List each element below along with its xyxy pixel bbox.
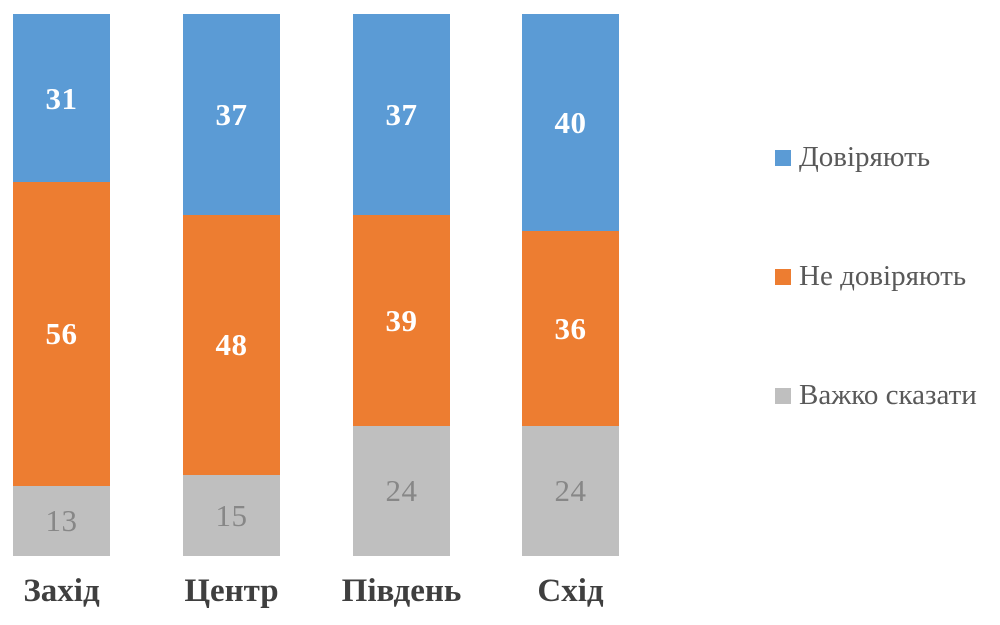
bar-value-label: 13 (45, 503, 78, 539)
bar-segment: 13 (13, 485, 110, 556)
bar-value-label: 37 (215, 96, 248, 132)
bar-segment: 56 (13, 182, 110, 486)
bar-segment: 24 (353, 425, 450, 556)
category-label: Центр (184, 573, 279, 609)
bar-value-label: 40 (554, 104, 587, 140)
bar-segment: 24 (522, 425, 619, 556)
bar-segment: 15 (183, 474, 280, 556)
bar-segment: 37 (183, 14, 280, 215)
bar-segment: 31 (13, 14, 110, 183)
bar-value-label: 24 (554, 473, 587, 509)
bar-value-label: 56 (45, 316, 78, 352)
bar-segment: 37 (353, 14, 450, 215)
bar-segment: 36 (522, 230, 619, 426)
bar-segment: 48 (183, 214, 280, 475)
bar-segment: 40 (522, 14, 619, 231)
category-label: Захід (23, 573, 100, 609)
bar-value-label: 39 (385, 302, 418, 338)
bar-value-label: 48 (215, 327, 248, 363)
bar-value-label: 31 (45, 80, 78, 116)
bar-value-label: 37 (385, 96, 418, 132)
category-label: Південь (341, 573, 462, 609)
bar-value-label: 15 (215, 497, 248, 533)
bar-value-label: 24 (385, 473, 418, 509)
bar-segment: 39 (353, 214, 450, 426)
bar-value-label: 36 (554, 310, 587, 346)
category-label: Схід (537, 573, 604, 609)
